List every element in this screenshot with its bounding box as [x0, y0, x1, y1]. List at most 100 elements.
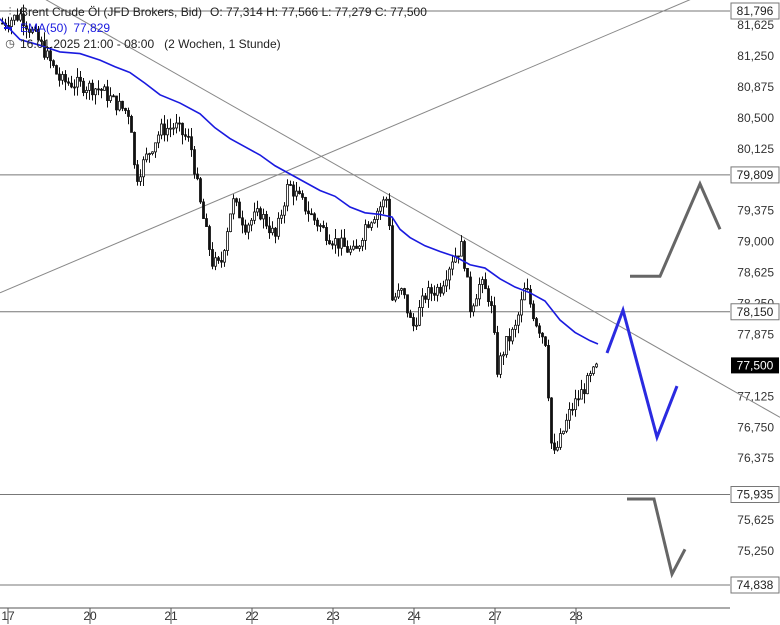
- candle-body: [58, 73, 61, 81]
- candle: [346, 240, 349, 253]
- candle-body: [445, 279, 448, 287]
- candle: [544, 336, 547, 348]
- candle: [196, 167, 199, 181]
- candle: [367, 221, 370, 229]
- candle: [52, 59, 55, 68]
- candle-body: [553, 442, 556, 451]
- candle: [226, 227, 229, 256]
- candle-body: [364, 224, 367, 241]
- candle: [250, 218, 253, 232]
- candle-body: [529, 288, 532, 305]
- candle-body: [580, 389, 583, 400]
- candle-body: [85, 89, 88, 94]
- candle-body: [475, 298, 478, 307]
- candle-body: [310, 213, 313, 216]
- candle: [463, 239, 466, 272]
- candle-body: [520, 299, 523, 316]
- candle: [241, 210, 244, 234]
- candle: [16, 8, 19, 22]
- candle-body: [514, 324, 517, 330]
- candle-body: [118, 100, 121, 111]
- candle: [103, 84, 106, 91]
- candle-body: [295, 190, 298, 197]
- candle-body: [82, 80, 85, 94]
- candle-body: [373, 219, 376, 224]
- candle-body: [184, 134, 187, 137]
- candle: [265, 210, 268, 230]
- y-tick-label: 75,250: [737, 544, 774, 558]
- candle: [520, 291, 523, 323]
- candle: [457, 255, 460, 264]
- candle: [547, 339, 550, 402]
- candlestick-icon: ⫶: [8, 6, 12, 18]
- candle: [313, 212, 316, 225]
- candle: [124, 107, 127, 115]
- candle-body: [448, 268, 451, 281]
- candle-body: [55, 65, 58, 75]
- candle: [484, 272, 487, 290]
- candle: [532, 300, 535, 322]
- candle: [127, 107, 130, 125]
- candle-body: [538, 325, 541, 334]
- candle: [172, 123, 175, 136]
- candle: [481, 276, 484, 294]
- candle: [478, 277, 481, 306]
- candle: [76, 68, 79, 96]
- candle-body: [469, 276, 472, 313]
- candle: [445, 270, 448, 293]
- candle-body: [136, 164, 139, 182]
- level-label-box: [730, 486, 780, 504]
- scenario-primary: [605, 305, 679, 442]
- candle: [571, 402, 574, 416]
- candle: [67, 77, 70, 86]
- candle: [163, 115, 166, 142]
- candle: [169, 118, 172, 138]
- candle-body: [70, 82, 73, 88]
- candle-body: [178, 122, 181, 125]
- candle: [262, 208, 265, 229]
- candle-body: [214, 257, 217, 267]
- candle-body: [22, 13, 25, 27]
- candles: [1, 4, 598, 455]
- candle: [91, 79, 94, 101]
- x-tick-label: 24: [407, 609, 421, 623]
- candle-body: [340, 237, 343, 249]
- level-label-text: 74,838: [737, 578, 774, 592]
- candle-body: [424, 295, 427, 300]
- ema-value: 77,829: [73, 21, 111, 35]
- candle-body: [10, 19, 13, 27]
- candle-body: [205, 218, 208, 227]
- candle-body: [559, 433, 562, 448]
- candle: [529, 284, 532, 308]
- candle-body: [229, 213, 232, 233]
- candle: [364, 219, 367, 250]
- candle-body: [583, 389, 586, 395]
- candle: [388, 193, 391, 230]
- candle: [517, 312, 520, 334]
- candle-body: [232, 198, 235, 215]
- candle-body: [235, 198, 238, 203]
- candle: [352, 240, 355, 251]
- candle: [358, 245, 361, 252]
- candle-body: [577, 398, 580, 401]
- y-tick-label: 76,750: [737, 420, 774, 434]
- candle: [403, 287, 406, 299]
- candle: [79, 71, 82, 87]
- candle-body: [238, 201, 241, 219]
- candle: [247, 222, 250, 240]
- candle-body: [112, 95, 115, 98]
- candle-body: [166, 127, 169, 136]
- candle-body: [169, 127, 172, 130]
- candle-body: [487, 288, 490, 302]
- candle-body: [175, 122, 178, 129]
- candle: [406, 294, 409, 318]
- candle-body: [109, 95, 112, 101]
- candle: [292, 181, 295, 206]
- level-label-box: [730, 2, 780, 20]
- candle: [562, 430, 565, 435]
- candle: [448, 266, 451, 290]
- candle-body: [46, 50, 49, 58]
- candle: [298, 186, 301, 195]
- candle-body: [34, 28, 37, 31]
